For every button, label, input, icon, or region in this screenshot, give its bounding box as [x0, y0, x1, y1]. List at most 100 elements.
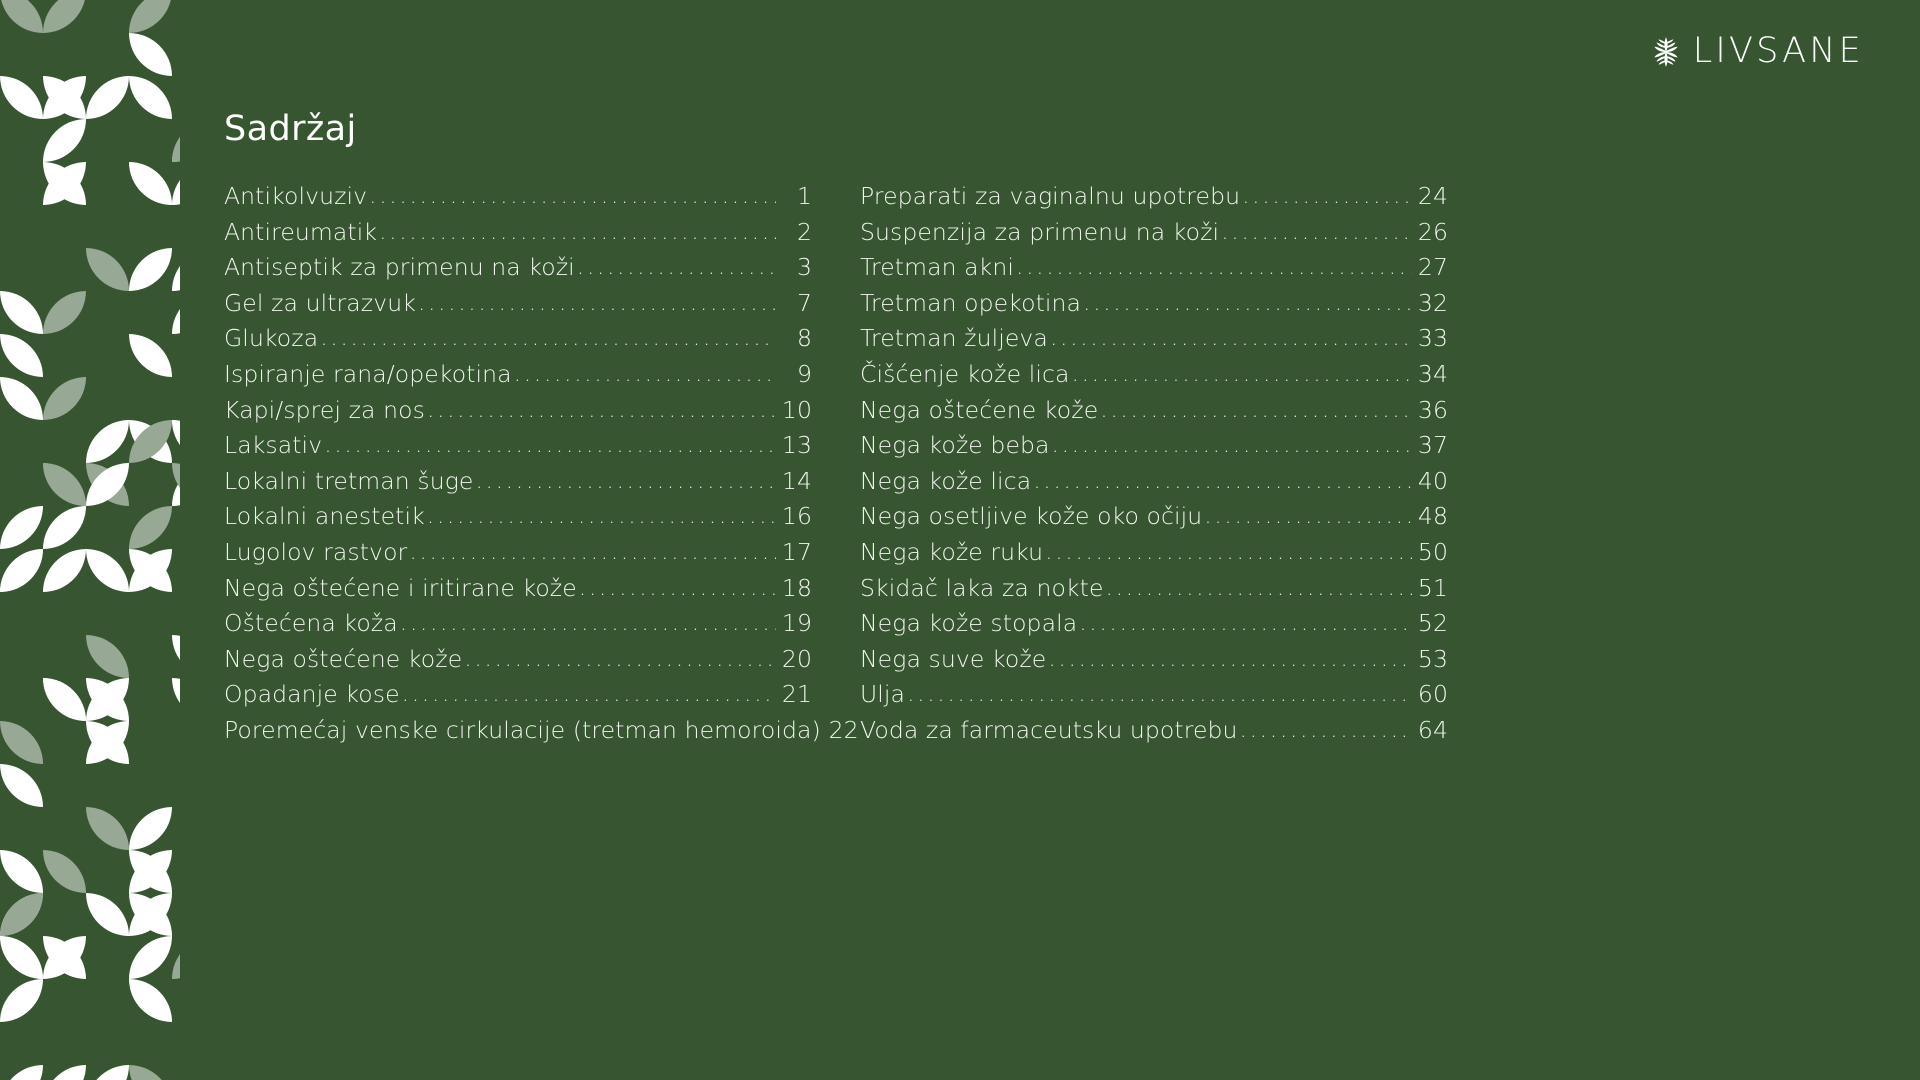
- toc-entry-page-number: 24: [1417, 182, 1448, 210]
- leaf-petal: [129, 334, 172, 377]
- toc-entry-page-number: 17: [781, 537, 812, 566]
- leaf-petal: [43, 506, 86, 549]
- toc-entry[interactable]: Nega kože ruku 50: [860, 538, 1448, 574]
- toc-entry[interactable]: Ulja 60: [860, 680, 1448, 716]
- toc-leader-dots: [427, 395, 776, 423]
- leaf-petal: [43, 678, 86, 721]
- toc-column-left: Antikolvuziv 1 Antireumatik 2 Antiseptik za …: [224, 182, 859, 752]
- toc-leader-dots: [320, 323, 776, 351]
- toc-entry-label: Skidač laka za nokte: [860, 573, 1104, 602]
- toc-entry-page-number: 13: [781, 431, 812, 460]
- toc-entry[interactable]: Oštećena koža 19: [224, 609, 812, 645]
- toc-leader-dots: [907, 679, 1412, 707]
- toc-entry[interactable]: Nega suve kože 53: [860, 645, 1448, 681]
- toc-entry-label: Nega oštećene i iritirane kože: [224, 573, 577, 602]
- toc-leader-dots: [514, 359, 776, 387]
- brand-name: LIVSANE: [1692, 31, 1864, 71]
- toc-entry-label: Čišćenje kože lica: [860, 359, 1070, 388]
- toc-entry[interactable]: Tretman akni 27: [860, 253, 1448, 289]
- toc-entry[interactable]: Glukoza 8: [224, 324, 812, 360]
- toc-leader-dots: [579, 573, 776, 601]
- toc-entry[interactable]: Lokalni anestetik 16: [224, 502, 812, 538]
- toc-entry[interactable]: Nega kože stopala 52: [860, 609, 1448, 645]
- toc-entry-label: Tretman žuljeva: [860, 324, 1048, 353]
- toc-entry-page-number: 51: [1417, 573, 1448, 602]
- toc-leader-dots: [400, 608, 776, 636]
- toc-entry[interactable]: Ispiranje rana/opekotina 9: [224, 360, 812, 396]
- leaf-petal: [129, 33, 172, 76]
- leaf-petal: [86, 635, 129, 678]
- leaf-petal: [0, 506, 43, 549]
- toc-entry-label: Nega kože lica: [860, 466, 1032, 495]
- leaf-petal: [43, 1065, 86, 1080]
- leaf-petal: [0, 1065, 43, 1080]
- toc-leader-dots: [1045, 537, 1412, 565]
- leaf-petal: [86, 76, 129, 119]
- leaf-petal: [0, 936, 43, 979]
- toc-leader-dots: [1221, 217, 1412, 245]
- toc-entry-label: Nega oštećene kože: [224, 644, 463, 673]
- toc-leader-dots: [379, 217, 776, 245]
- leaf-petal: [43, 291, 86, 334]
- toc-entry[interactable]: Voda za farmaceutsku upotrebu 64: [860, 716, 1448, 752]
- toc-leader-dots: [418, 288, 776, 316]
- toc-entry[interactable]: Lugolov rastvor 17: [224, 538, 812, 574]
- toc-entry-label: Lugolov rastvor: [224, 537, 408, 566]
- leaf-petal: [43, 549, 86, 592]
- leaf-petal: [43, 377, 86, 420]
- toc-entry[interactable]: Nega oštećene i iritirane kože 18: [224, 574, 812, 610]
- toc-entry-label: Lokalni anestetik: [224, 502, 425, 531]
- toc-leader-dots: [369, 181, 776, 209]
- toc-entry-page-number: 48: [1417, 502, 1448, 531]
- toc-entry-page-number: 16: [781, 502, 812, 531]
- toc-entry[interactable]: Nega kože lica 40: [860, 467, 1448, 503]
- toc-entry[interactable]: Tretman opekotina 32: [860, 289, 1448, 325]
- toc-entry[interactable]: Lokalni tretman šuge 14: [224, 467, 812, 503]
- leaf-petal: [0, 721, 43, 764]
- toc-leader-dots: [1048, 644, 1412, 672]
- toc-entry-page-number: 10: [781, 395, 812, 424]
- toc-entry[interactable]: Preparati za vaginalnu upotrebu 24: [860, 182, 1448, 218]
- toc-entry[interactable]: Poremećaj venske cirkulacije (tretman he…: [224, 716, 859, 752]
- toc-entry-page-number: 50: [1417, 537, 1448, 566]
- leaf-petal: [0, 850, 43, 893]
- toc-entry-page-number: 20: [781, 644, 812, 673]
- toc-entry[interactable]: Kapi/sprej za nos 10: [224, 396, 812, 432]
- leaf-petal: [86, 807, 129, 850]
- toc-entry[interactable]: Nega oštećene kože 36: [860, 396, 1448, 432]
- toc-entry[interactable]: Nega osetljive kože oko očiju 48: [860, 502, 1448, 538]
- toc-entry-label: Nega osetljive kože oko očiju: [860, 502, 1203, 531]
- toc-entry-label: Ulja: [860, 680, 906, 709]
- toc-leader-dots: [464, 644, 776, 672]
- toc-entry[interactable]: Antiseptik za primenu na koži 3: [224, 253, 812, 289]
- toc-leader-dots: [1016, 252, 1412, 280]
- leaf-petal: [86, 1065, 129, 1080]
- toc-entry-page-number: 21: [781, 680, 812, 709]
- toc-entry-page-number: 26: [1417, 217, 1448, 246]
- toc-entry[interactable]: Čišćenje kože lica 34: [860, 360, 1448, 396]
- leaf-petal: [172, 936, 180, 979]
- toc-entry[interactable]: Antikolvuziv 1: [224, 182, 812, 218]
- toc-entry[interactable]: Antireumatik 2: [224, 218, 812, 254]
- toc-entry[interactable]: Nega oštećene kože 20: [224, 645, 812, 681]
- toc-entry[interactable]: Skidač laka za nokte 51: [860, 574, 1448, 610]
- leaf-petal: [86, 549, 129, 592]
- toc-entry-page-number: 2: [796, 217, 812, 246]
- toc-leader-dots: [409, 537, 776, 565]
- leaf-petal: [0, 291, 43, 334]
- toc-entry[interactable]: Tretman žuljeva 33: [860, 324, 1448, 360]
- leaf-petal: [172, 678, 180, 721]
- toc-entry[interactable]: Laksativ 13: [224, 431, 812, 467]
- toc-entry[interactable]: Gel za ultrazvuk 7: [224, 289, 812, 325]
- leaf-petal: [0, 764, 43, 807]
- toc-entry[interactable]: Nega kože beba 37: [860, 431, 1448, 467]
- toc-entry-label: Antiseptik za primenu na koži: [224, 253, 575, 282]
- toc-leader-dots: [1242, 181, 1412, 209]
- leaf-petal: [172, 291, 180, 334]
- toc-entry-page-number: 8: [796, 324, 812, 353]
- leaf-petal: [0, 549, 43, 592]
- toc-entry[interactable]: Suspenzija za primenu na koži 26: [860, 218, 1448, 254]
- toc-entry[interactable]: Opadanje kose 21: [224, 680, 812, 716]
- floral-emblem-icon: [1654, 36, 1678, 67]
- toc-entry-page-number: 53: [1417, 644, 1448, 673]
